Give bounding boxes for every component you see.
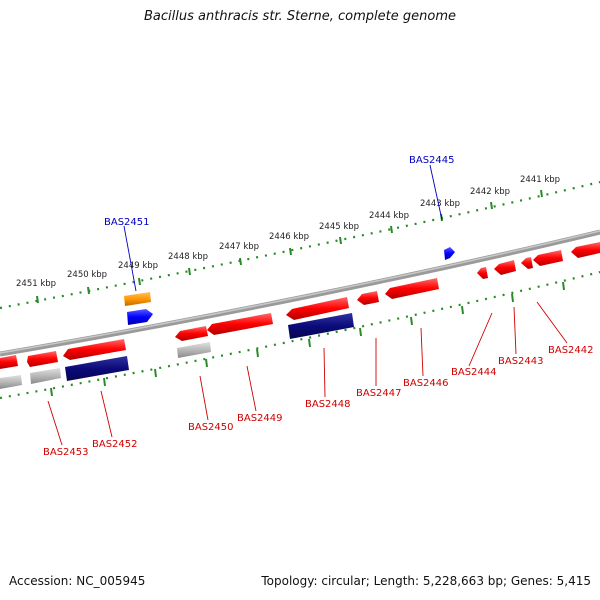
gene-label-BAS2447[interactable]: BAS2447	[356, 388, 402, 399]
genome-summary-text: Topology: circular; Length: 5,228,663 bp…	[261, 574, 591, 588]
scale-label: 2450 kbp	[67, 270, 107, 280]
gene-label-BAS2450[interactable]: BAS2450	[188, 422, 234, 433]
gene-label-BAS2451[interactable]: BAS2451	[104, 217, 150, 228]
scale-label: 2446 kbp	[269, 232, 309, 242]
gene-red[interactable]	[27, 351, 58, 367]
gene-label-BAS2445[interactable]: BAS2445	[409, 155, 455, 166]
scale-labels: 2451 kbp 2450 kbp 2449 kbp 2448 kbp 2447…	[16, 175, 560, 289]
gene-BAS2451[interactable]	[124, 292, 151, 306]
gene-red[interactable]	[175, 326, 208, 341]
scale-label: 2448 kbp	[168, 252, 208, 262]
scale-label: 2442 kbp	[470, 187, 510, 197]
scale-label: 2445 kbp	[319, 222, 359, 232]
genome-title: Bacillus anthracis str. Sterne, complete…	[144, 9, 456, 24]
gene-label-BAS2443[interactable]: BAS2443	[498, 356, 544, 367]
gene-label-BAS2449[interactable]: BAS2449	[237, 413, 283, 424]
gene-red[interactable]	[357, 291, 379, 305]
genome-backbone	[0, 229, 600, 357]
outer-scale-line	[0, 180, 600, 310]
genes-inner	[0, 313, 354, 389]
outer-scale-ticks	[36, 189, 543, 304]
gene-label-BAS2453[interactable]: BAS2453	[43, 447, 89, 458]
accession-text: Accession: NC_005945	[9, 574, 146, 588]
gene-red[interactable]	[494, 260, 516, 275]
gene-label-BAS2448[interactable]: BAS2448	[305, 399, 351, 410]
scale-label: 2447 kbp	[219, 242, 259, 252]
scale-label: 2444 kbp	[369, 211, 409, 221]
gene-red[interactable]	[533, 250, 563, 266]
gene-outer-blue[interactable]	[127, 309, 153, 325]
gene-labels-inner: BAS2453 BAS2452 BAS2450 BAS2449 BAS2448 …	[43, 345, 594, 458]
gene-navy[interactable]	[65, 356, 129, 381]
genes-outer	[124, 247, 455, 325]
gene-red[interactable]	[477, 267, 488, 279]
gene-red[interactable]	[207, 313, 273, 335]
gene-BAS2445[interactable]	[444, 247, 455, 260]
leader-lines	[47, 164, 568, 446]
gene-gray[interactable]	[177, 342, 211, 358]
scale-label: 2441 kbp	[520, 175, 560, 185]
gene-red[interactable]	[0, 355, 18, 369]
genes-middle	[0, 242, 600, 369]
gene-gray[interactable]	[0, 375, 22, 389]
gene-red[interactable]	[286, 297, 349, 320]
gene-navy[interactable]	[288, 313, 354, 339]
gene-gray[interactable]	[30, 368, 61, 384]
gene-label-BAS2452[interactable]: BAS2452	[92, 439, 138, 450]
gene-red[interactable]	[521, 257, 533, 269]
gene-label-BAS2446[interactable]: BAS2446	[403, 378, 449, 389]
gene-label-BAS2444[interactable]: BAS2444	[451, 367, 497, 378]
gene-labels-outer: BAS2451 BAS2445	[104, 155, 455, 228]
gene-label-BAS2442[interactable]: BAS2442	[548, 345, 594, 356]
inner-scale-ticks	[50, 281, 565, 397]
scale-label: 2449 kbp	[118, 261, 158, 271]
scale-label: 2451 kbp	[16, 279, 56, 289]
gene-red[interactable]	[385, 278, 439, 299]
gene-red[interactable]	[571, 242, 600, 258]
scale-label: 2443 kbp	[420, 199, 460, 209]
gene-red[interactable]	[63, 339, 126, 360]
